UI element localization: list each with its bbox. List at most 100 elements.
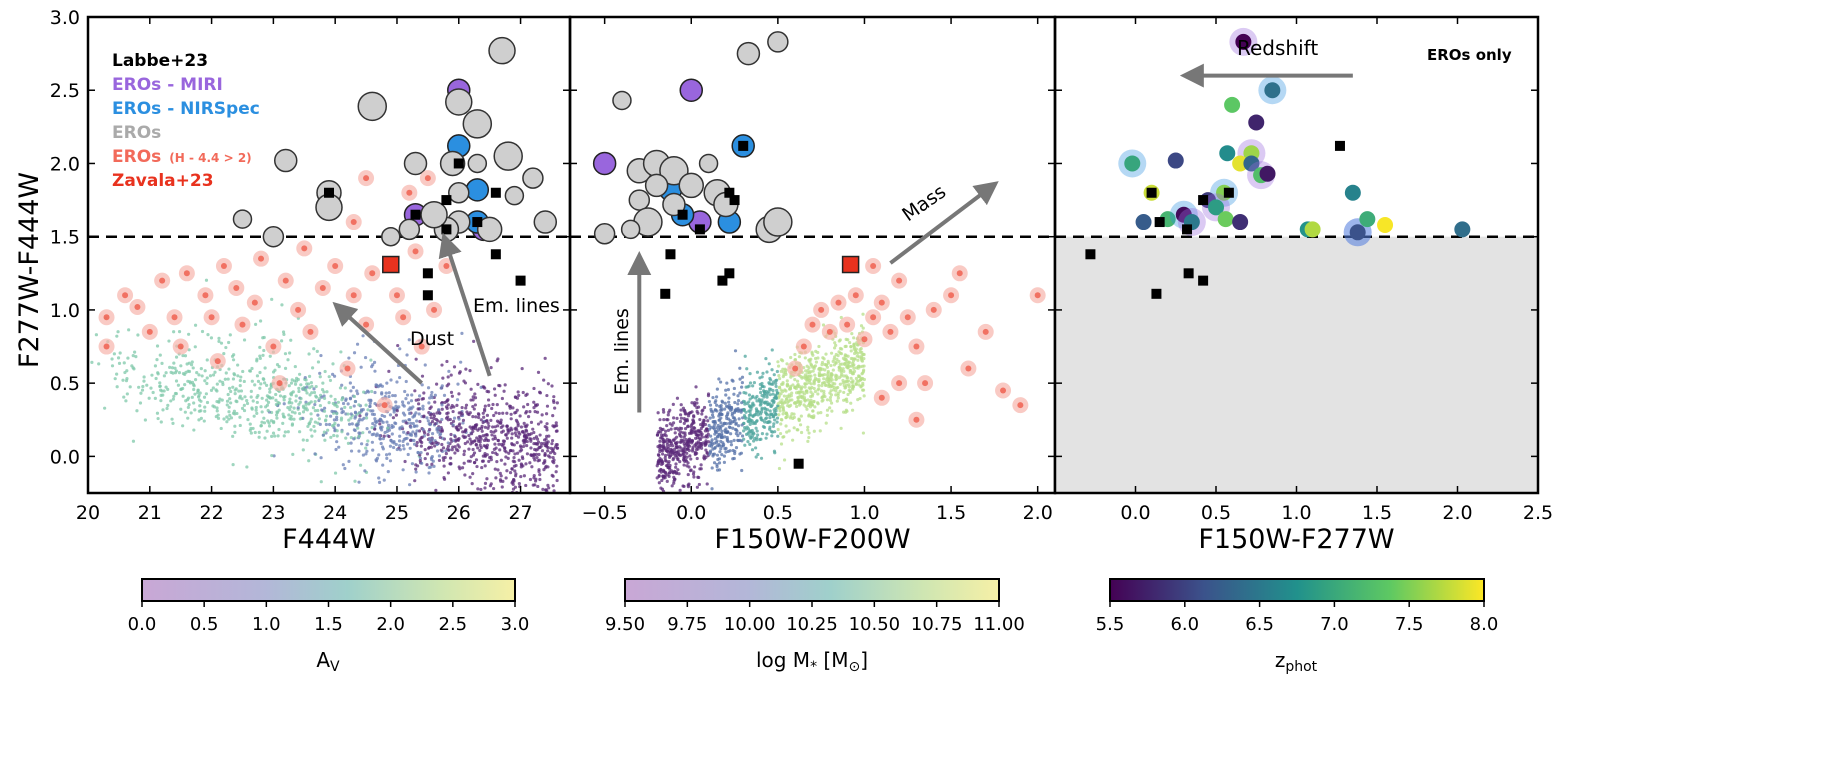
cloud-dot <box>821 323 826 327</box>
cloud-dot <box>823 383 828 387</box>
cloud-dot <box>519 425 524 429</box>
cloud-dot <box>854 366 859 370</box>
cloud-dot <box>748 412 753 417</box>
cloud-dot <box>142 375 146 379</box>
cloud-dot <box>349 412 353 416</box>
cloud-dot <box>196 388 200 392</box>
shaded-region <box>1055 236 1538 493</box>
cloud-dot <box>352 404 356 408</box>
cloud-dot <box>485 419 489 423</box>
cloud-dot <box>414 467 418 471</box>
cloud-dot <box>323 369 327 374</box>
cloud-dot <box>410 462 415 466</box>
cloud-dot <box>340 410 344 415</box>
cloud-dot <box>693 450 697 454</box>
cloud-dot <box>780 398 784 402</box>
cloud-dot <box>257 435 261 439</box>
cloud-dot <box>670 484 674 488</box>
cloud-dot <box>312 390 317 395</box>
cloud-dot <box>845 363 849 367</box>
ero-zphot-point <box>1248 114 1265 131</box>
cloud-dot <box>462 435 466 440</box>
cloud-dot <box>344 436 348 440</box>
cloud-dot <box>289 381 294 385</box>
cloud-dot <box>274 413 279 417</box>
cloud-dot <box>328 414 333 418</box>
legend-eros: EROs <box>112 123 161 143</box>
ero-h-core <box>792 365 799 372</box>
cloud-dot <box>402 404 406 408</box>
cloud-dot <box>740 468 744 473</box>
cloud-dot <box>310 391 314 395</box>
cloud-dot <box>861 312 865 316</box>
cloud-dot <box>748 371 752 376</box>
cloud-dot <box>544 464 548 468</box>
cloud-dot <box>281 395 286 399</box>
cloud-dot <box>505 424 509 428</box>
cloud-dot <box>456 448 460 453</box>
cloud-dot <box>843 380 847 384</box>
labbe-point <box>793 458 804 469</box>
ero-nirspec-point <box>465 178 490 202</box>
cloud-dot <box>682 421 686 426</box>
cloud-dot <box>428 396 432 400</box>
cloud-dot <box>222 352 226 356</box>
cloud-dot <box>190 380 195 384</box>
cloud-dot <box>193 345 197 349</box>
cloud-dot <box>664 434 668 438</box>
cloud-dot <box>812 429 816 433</box>
cloud-dot <box>851 372 856 376</box>
annotation-eros-only: EROs only <box>1427 46 1512 64</box>
cloud-dot <box>692 475 696 479</box>
cloud-dot <box>411 421 415 426</box>
cloud-dot <box>258 370 262 375</box>
cloud-dot <box>515 451 520 455</box>
cloud-dot <box>674 462 678 466</box>
cloud-dot <box>454 438 458 442</box>
cloud-dot <box>522 431 526 435</box>
cloud-dot <box>231 434 235 438</box>
cloud-dot <box>269 419 274 423</box>
cloud-dot <box>691 472 696 476</box>
cloud-dot <box>511 449 515 453</box>
cloud-dot <box>266 408 270 413</box>
cloud-dot <box>777 386 782 390</box>
cloud-dot <box>505 411 509 415</box>
ero-zphot-point <box>1167 152 1184 169</box>
cloud-dot <box>678 460 682 464</box>
cloud-dot <box>730 413 734 417</box>
cloud-dot <box>711 447 715 451</box>
x-tick-label: 21 <box>138 502 162 524</box>
cloud-dot <box>145 383 149 387</box>
cloud-dot <box>216 416 221 420</box>
cloud-dot <box>710 438 714 442</box>
cloud-dot <box>369 409 373 413</box>
cloud-dot <box>661 407 666 412</box>
cloud-dot <box>281 412 285 416</box>
cloud-dot <box>421 404 425 408</box>
cloud-dot <box>839 315 843 320</box>
cloud-dot <box>382 478 386 482</box>
cloud-dot <box>427 471 431 475</box>
cloud-dot <box>320 395 324 399</box>
cloud-dot <box>490 433 494 437</box>
cloud-dot <box>848 370 852 374</box>
cloud-dot <box>822 381 826 385</box>
cloud-dot <box>489 365 493 370</box>
cloud-dot <box>353 479 357 483</box>
ero-h-core <box>369 270 376 277</box>
cloud-dot <box>363 469 367 473</box>
cloud-dot <box>357 403 361 407</box>
ero-miri-point <box>592 151 617 176</box>
ero-h-core <box>412 248 419 255</box>
cloud-dot <box>358 463 363 467</box>
cloud-dot <box>861 431 866 435</box>
ero-point <box>403 151 428 176</box>
cloud-dot <box>341 396 345 400</box>
ero-h-core <box>393 292 400 299</box>
cloud-dot <box>392 408 396 412</box>
cloud-dot <box>366 408 370 412</box>
x-axis-label: F444W <box>282 524 376 555</box>
cloud-dot <box>829 351 834 355</box>
cloud-dot <box>423 431 427 435</box>
